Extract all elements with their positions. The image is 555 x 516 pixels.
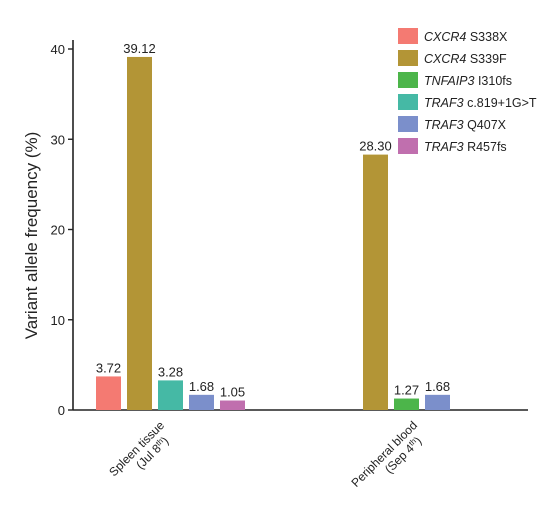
y-tick-label: 40 [51, 42, 65, 57]
data-label: 1.05 [220, 385, 245, 400]
data-label: 1.68 [189, 379, 214, 394]
y-tick-label: 30 [51, 132, 65, 147]
data-label: 1.27 [394, 383, 419, 398]
bar [363, 154, 388, 410]
legend-label: TRAF3 Q407X [424, 118, 507, 132]
y-tick-label: 20 [51, 223, 65, 238]
legend-label: CXCR4 S338X [424, 30, 508, 44]
data-label: 39.12 [123, 41, 156, 56]
category-label: Peripheral blood(Sep 4th) [348, 418, 424, 490]
category-label: Spleen tissue(Jul 8th) [106, 418, 171, 479]
legend-label: CXCR4 S339F [424, 52, 507, 66]
bar [127, 56, 152, 410]
legend-swatch [398, 94, 418, 110]
data-label: 3.72 [96, 360, 121, 375]
legend-label: TNFAIP3 I310fs [424, 74, 512, 88]
bar [96, 376, 121, 410]
bar [394, 398, 419, 410]
y-tick-label: 10 [51, 313, 65, 328]
bar [158, 380, 183, 410]
data-label: 28.30 [359, 139, 392, 154]
data-label: 3.28 [158, 364, 183, 379]
y-tick-label: 0 [58, 403, 65, 418]
legend-label: TRAF3 c.819+1G>T [424, 96, 537, 110]
bar [189, 394, 214, 410]
bar [425, 394, 450, 410]
legend-swatch [398, 28, 418, 44]
legend-swatch [398, 50, 418, 66]
legend-label: TRAF3 R457fs [424, 140, 507, 154]
legend-swatch [398, 116, 418, 132]
y-axis-title: Variant allele frequency (%) [22, 132, 41, 340]
legend-swatch [398, 138, 418, 154]
bar [220, 400, 245, 410]
legend-swatch [398, 72, 418, 88]
data-label: 1.68 [425, 379, 450, 394]
